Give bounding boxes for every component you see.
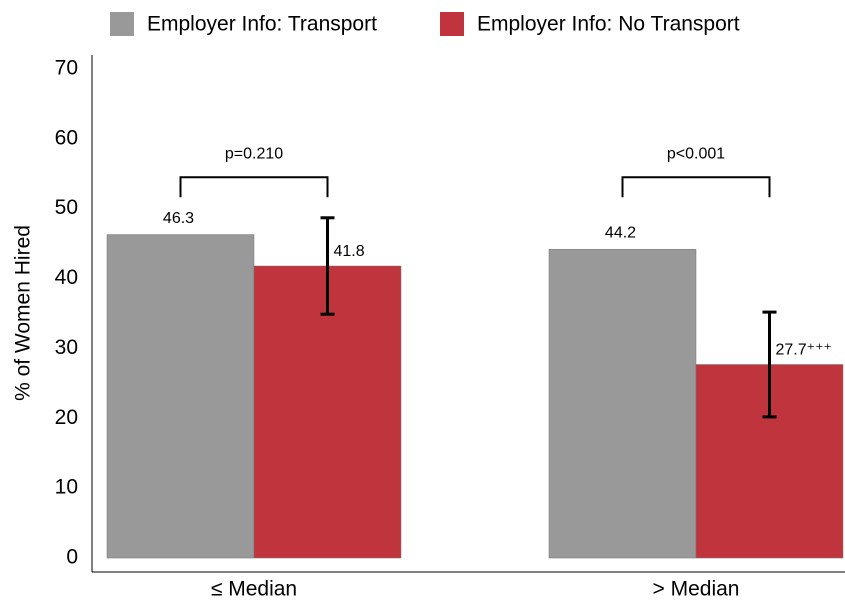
data-label: 46.3: [163, 210, 194, 227]
legend-label: Employer Info: Transport: [147, 13, 377, 36]
y-tick-label: 0: [66, 546, 78, 569]
y-tick-label: 20: [55, 406, 78, 429]
significance-bracket: [621, 176, 771, 198]
data-label: 27.7⁺⁺⁺: [776, 342, 832, 359]
legend-swatch: [110, 12, 134, 36]
y-tick-label: 10: [55, 476, 78, 499]
annotation: p<0.001: [667, 145, 725, 162]
y-axis-label: % of Women Hired: [12, 225, 35, 401]
annotation: p=0.210: [225, 145, 283, 162]
bar: [548, 248, 697, 559]
y-tick-label: 40: [55, 266, 78, 289]
bar: [106, 234, 255, 559]
x-tick-label: > Median: [653, 578, 740, 600]
bar: [695, 364, 844, 559]
data-label: 41.8: [334, 243, 365, 260]
data-label: 44.2: [605, 224, 636, 241]
y-tick-label: 70: [55, 57, 78, 80]
legend-swatch: [440, 12, 464, 36]
significance-bracket: [179, 176, 329, 198]
y-tick-label: 60: [55, 126, 78, 149]
y-tick-label: 30: [55, 336, 78, 359]
y-tick-label: 50: [55, 196, 78, 219]
x-tick-label: ≤ Median: [211, 578, 297, 600]
legend-label: Employer Info: No Transport: [477, 13, 740, 36]
